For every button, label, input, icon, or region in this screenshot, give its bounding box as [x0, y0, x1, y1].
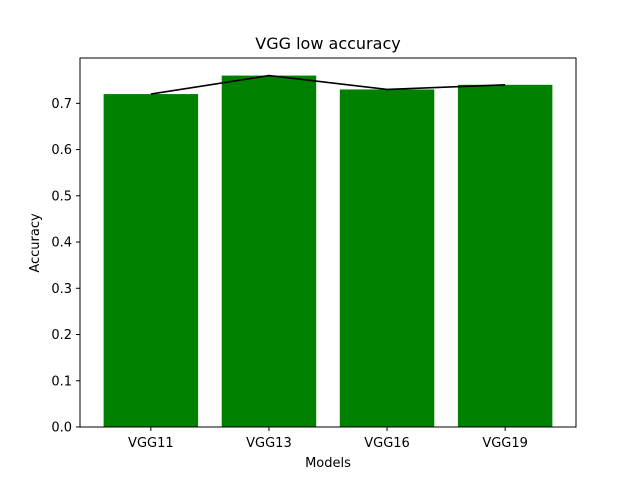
- x-tick-label: VGG13: [246, 436, 292, 451]
- x-tick-label: VGG19: [482, 436, 528, 451]
- y-tick-label: 0.5: [51, 189, 72, 204]
- x-axis-label: Models: [305, 456, 351, 471]
- y-axis-label: Accuracy: [28, 213, 43, 273]
- y-tick-label: 0.4: [51, 236, 72, 251]
- y-tick-label: 0.0: [51, 421, 72, 436]
- y-tick-label: 0.6: [51, 143, 72, 158]
- y-tick-label: 0.2: [51, 328, 72, 343]
- x-tick-label: VGG16: [364, 436, 410, 451]
- bar-vgg19: [458, 85, 552, 427]
- y-tick-label: 0.7: [51, 97, 72, 112]
- bar-vgg16: [340, 89, 434, 427]
- y-tick-label: 0.3: [51, 282, 72, 297]
- x-tick-label: VGG11: [128, 436, 174, 451]
- bar-vgg11: [104, 94, 198, 427]
- chart-title: VGG low accuracy: [255, 34, 400, 53]
- y-tick-label: 0.1: [51, 374, 72, 389]
- bar-vgg13: [222, 76, 316, 427]
